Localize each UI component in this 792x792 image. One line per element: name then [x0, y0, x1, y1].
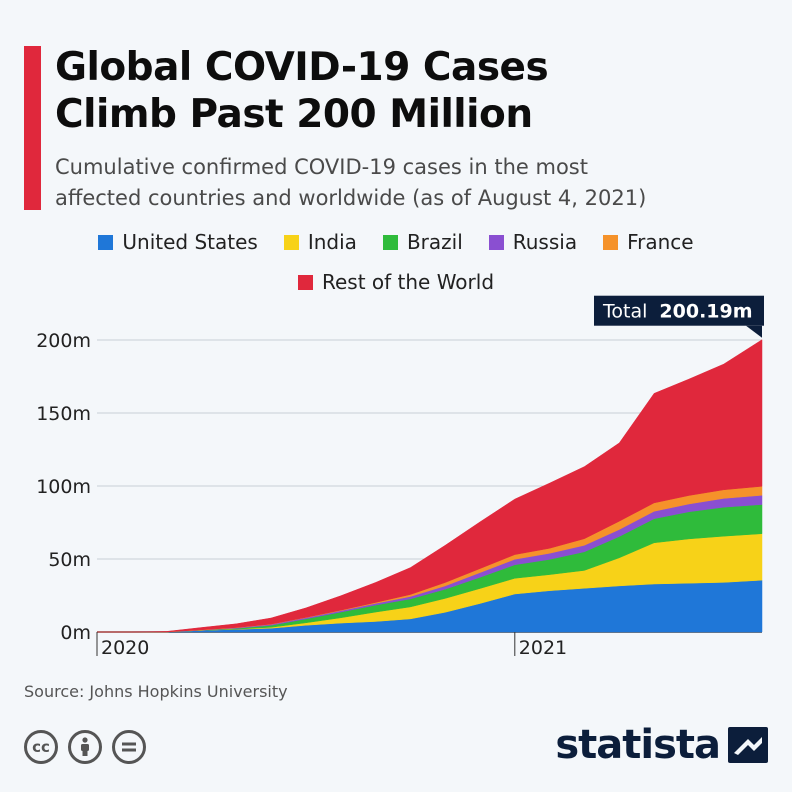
- total-annotation: Total 200.19m: [594, 295, 764, 338]
- legend-swatch: [297, 274, 313, 290]
- statista-logo-icon: [728, 727, 768, 763]
- title-line-2: Climb Past 200 Million: [55, 92, 533, 137]
- page-title: Global COVID-19 Cases Climb Past 200 Mil…: [55, 44, 775, 138]
- legend-item-rest-of-world: Rest of the World: [297, 270, 495, 294]
- legend-label: United States: [122, 230, 258, 254]
- legend-item-brazil: Brazil: [382, 230, 463, 254]
- legend-item-india: India: [283, 230, 357, 254]
- brand-name: statista: [555, 722, 721, 768]
- source-note: Source: Johns Hopkins University: [24, 682, 288, 701]
- by-icon[interactable]: [68, 730, 102, 764]
- y-tick-label: 50m: [48, 549, 91, 571]
- title-accent-bar: [24, 46, 41, 210]
- total-annotation-box: [594, 295, 764, 326]
- legend-swatch: [488, 234, 504, 250]
- x-tick-label: 2021: [519, 637, 567, 659]
- cc-icon[interactable]: cc: [24, 730, 58, 764]
- legend-label: France: [627, 230, 694, 254]
- nd-icon[interactable]: [112, 730, 146, 764]
- total-annotation-prefix: Total: [602, 301, 647, 323]
- legend-item-france: France: [603, 230, 694, 254]
- legend-label: Russia: [512, 230, 578, 254]
- total-annotation-pointer: [746, 325, 762, 338]
- y-tick-label: 100m: [36, 476, 91, 498]
- legend: United States India Brazil Russia France…: [20, 230, 772, 294]
- total-annotation-label: Total 200.19m: [602, 301, 753, 323]
- y-tick-label: 150m: [36, 403, 91, 425]
- legend-swatch: [382, 234, 398, 250]
- person-icon: [81, 737, 89, 756]
- legend-swatch: [603, 234, 619, 250]
- total-annotation-value: 200.19m: [659, 301, 752, 323]
- legend-swatch: [98, 234, 114, 250]
- brand-logo[interactable]: statista: [555, 722, 768, 768]
- subtitle-line-2: affected countries and worldwide (as of …: [55, 186, 647, 210]
- legend-swatch: [283, 234, 299, 250]
- subtitle: Cumulative confirmed COVID-19 cases in t…: [55, 152, 775, 214]
- title-line-1: Global COVID-19 Cases: [55, 45, 549, 90]
- y-tick-label: 200m: [36, 330, 91, 352]
- legend-label: Rest of the World: [321, 270, 495, 294]
- legend-label: India: [307, 230, 357, 254]
- legend-label: Brazil: [406, 230, 463, 254]
- area-series-rest-of-the-world: [96, 339, 763, 633]
- y-tick-label: 0m: [60, 622, 91, 644]
- legend-item-united-states: United States: [98, 230, 258, 254]
- x-tick-label: 2020: [101, 637, 149, 659]
- legend-item-russia: Russia: [488, 230, 578, 254]
- license-icons: cc: [24, 730, 146, 764]
- subtitle-line-1: Cumulative confirmed COVID-19 cases in t…: [55, 155, 588, 179]
- equals-icon: [122, 742, 136, 752]
